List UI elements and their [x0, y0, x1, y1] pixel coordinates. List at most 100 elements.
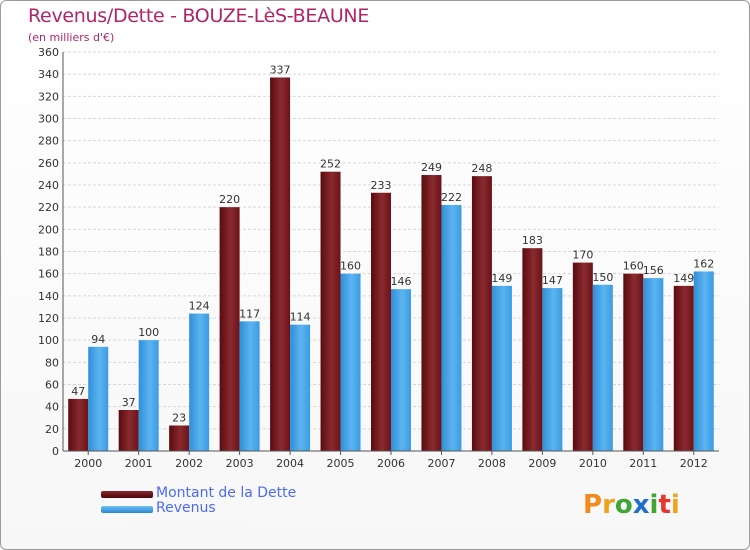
data-label-debt-2000: 47 [71, 385, 85, 398]
data-label-revenus-2011: 156 [643, 264, 664, 277]
y-tick-label: 80 [45, 356, 59, 369]
bar-revenus-2005 [340, 273, 361, 451]
data-label-debt-2007: 249 [421, 161, 442, 174]
bar-debt-2008 [471, 176, 492, 451]
legend-label-debt: Montant de la Dette [156, 485, 297, 501]
data-label-revenus-2009: 147 [542, 274, 563, 287]
logo-letter: r [602, 490, 615, 520]
data-label-revenus-2001: 100 [138, 326, 159, 339]
x-tick-label: 2005 [327, 457, 355, 470]
x-tick-label: 2007 [427, 457, 455, 470]
bar-debt-2002 [169, 425, 190, 451]
data-label-revenus-2006: 146 [391, 275, 412, 288]
data-label-debt-2001: 37 [122, 396, 136, 409]
data-label-debt-2004: 337 [270, 63, 291, 76]
data-label-revenus-2002: 124 [189, 300, 210, 313]
data-label-debt-2008: 248 [471, 162, 492, 175]
bar-revenus-2009 [542, 288, 563, 451]
data-label-debt-2005: 252 [320, 158, 341, 171]
bar-revenus-2010 [592, 284, 613, 451]
y-tick-label: 180 [38, 246, 59, 259]
y-tick-label: 200 [38, 223, 59, 236]
y-tick-label: 140 [38, 290, 59, 303]
x-tick-label: 2008 [478, 457, 506, 470]
data-labels-layer: 47 94 37 100 23 124 220 117 337 114 252 160 233 146 24… [71, 63, 714, 424]
bar-revenus-2012 [693, 271, 714, 451]
logo-letter: t [658, 490, 671, 520]
bar-debt-2007 [421, 175, 442, 451]
data-label-revenus-2003: 117 [239, 307, 260, 320]
y-tick-label: 240 [38, 179, 59, 192]
data-label-revenus-2000: 94 [91, 333, 105, 346]
y-tick-label: 260 [38, 157, 59, 170]
x-tick-label: 2004 [276, 457, 304, 470]
bars-layer [68, 77, 714, 451]
bar-debt-2001 [118, 409, 139, 451]
y-tick-label: 360 [38, 46, 59, 59]
bar-debt-2006 [371, 192, 391, 451]
y-tick-label: 120 [38, 312, 59, 325]
chart-subtitle: (en milliers d'€) [28, 31, 115, 44]
bar-revenus-2004 [290, 324, 311, 451]
data-label-revenus-2012: 162 [693, 257, 714, 270]
bar-revenus-2003 [239, 321, 260, 451]
bar-debt-2000 [68, 398, 89, 451]
x-tick-label: 2011 [629, 457, 657, 470]
logo-letter: P [583, 490, 603, 520]
bar-debt-2005 [320, 171, 341, 451]
bar-revenus-2008 [491, 285, 512, 451]
y-tick-label: 300 [38, 113, 59, 126]
proxiti-logo: Proxiti [583, 490, 680, 520]
x-tick-label: 2009 [528, 457, 556, 470]
data-label-debt-2011: 160 [623, 260, 644, 273]
bar-revenus-2002 [189, 313, 210, 451]
x-tick-label: 2006 [377, 457, 405, 470]
legend-swatch-debt [101, 491, 153, 498]
y-tick-label: 0 [52, 445, 59, 458]
x-tick-label: 2003 [226, 457, 254, 470]
data-label-revenus-2007: 222 [441, 191, 462, 204]
data-label-revenus-2010: 150 [592, 271, 613, 284]
bar-debt-2012 [673, 285, 694, 451]
bar-debt-2011 [623, 273, 644, 451]
bar-debt-2009 [522, 248, 543, 451]
bar-revenus-2011 [643, 278, 664, 451]
bar-debt-2004 [270, 77, 291, 451]
bar-debt-2010 [572, 262, 593, 451]
x-tick-label: 2002 [175, 457, 203, 470]
x-axis: 2000 2001 2002 2003 2004 2005 2006 2007 2008 2009… [63, 450, 719, 470]
data-label-debt-2012: 149 [673, 272, 694, 285]
x-tick-label: 2000 [74, 457, 102, 470]
y-tick-label: 280 [38, 135, 59, 148]
y-tick-label: 100 [38, 334, 59, 347]
logo-letter: i [670, 490, 680, 520]
x-tick-label: 2012 [680, 457, 708, 470]
bar-debt-2003 [219, 207, 240, 451]
data-label-revenus-2004: 114 [290, 311, 311, 324]
bar-revenus-2001 [138, 340, 159, 451]
logo-letter: i [649, 490, 659, 520]
y-tick-label: 40 [45, 401, 59, 414]
data-label-debt-2006: 233 [371, 179, 392, 192]
data-label-debt-2003: 220 [219, 193, 240, 206]
y-tick-label: 320 [38, 90, 59, 103]
logo-letter: x [632, 490, 650, 520]
x-tick-label: 2001 [125, 457, 153, 470]
y-tick-label: 160 [38, 268, 59, 281]
y-tick-label: 220 [38, 201, 59, 214]
bar-revenus-2007 [441, 204, 462, 451]
data-label-debt-2009: 183 [522, 234, 543, 247]
data-label-revenus-2008: 149 [491, 272, 512, 285]
legend-label-revenus: Revenus [156, 500, 216, 516]
y-tick-label: 340 [38, 68, 59, 81]
logo-letter: o [614, 490, 633, 520]
bar-revenus-2000 [88, 346, 109, 451]
data-label-debt-2010: 170 [572, 249, 593, 262]
bar-revenus-2006 [391, 289, 411, 451]
y-tick-label: 60 [45, 379, 59, 392]
x-tick-label: 2010 [579, 457, 607, 470]
data-label-revenus-2005: 160 [340, 260, 361, 273]
data-label-debt-2002: 23 [172, 412, 186, 425]
